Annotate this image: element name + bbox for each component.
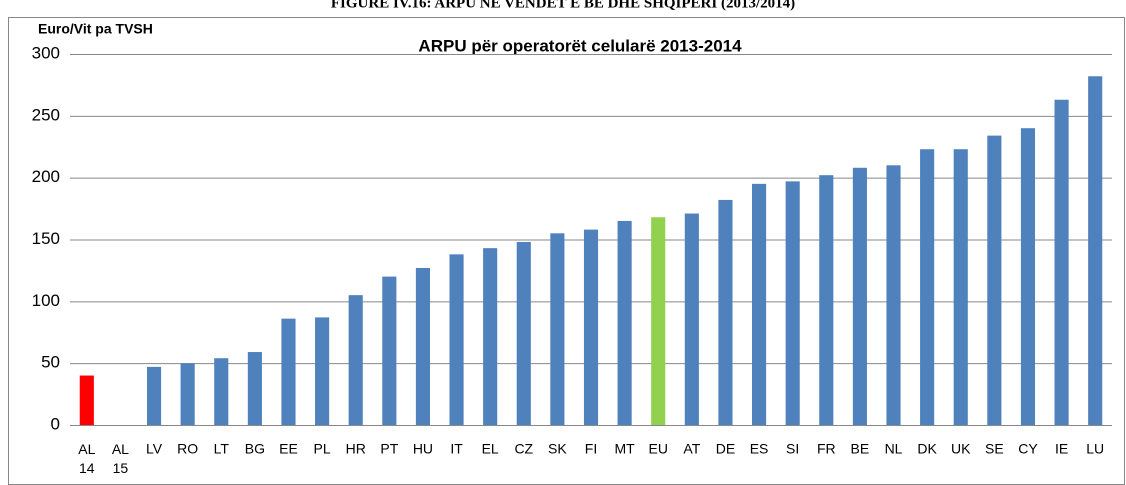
x-tick-label: RO xyxy=(177,441,198,457)
x-tick-label: CY xyxy=(1018,441,1038,457)
x-tick-label: HR xyxy=(346,441,366,457)
x-tick-label: LU xyxy=(1086,441,1104,457)
x-tick-label: DE xyxy=(716,441,735,457)
y-tick-label: 150 xyxy=(32,229,60,248)
figure-title: FIGURE IV.16: ARPU NË VENDET E BE DHE SH… xyxy=(331,0,795,11)
x-tick-label: PT xyxy=(380,441,398,457)
x-tick-label: ES xyxy=(750,441,769,457)
y-tick-label: 250 xyxy=(32,105,60,124)
y-tick-label: 300 xyxy=(32,43,60,62)
bar xyxy=(1088,76,1103,425)
x-tick-label-line: 14 xyxy=(79,460,95,476)
x-tick-label: EU xyxy=(648,441,667,457)
bar xyxy=(180,363,195,425)
bar xyxy=(583,229,599,425)
bar xyxy=(785,181,800,425)
bar xyxy=(449,254,464,425)
bar xyxy=(247,352,262,425)
bar xyxy=(214,358,229,425)
x-tick-label: LT xyxy=(214,441,230,457)
x-tick-label: FI xyxy=(585,441,597,457)
y-tick-label: 100 xyxy=(32,291,60,310)
bar xyxy=(516,241,531,425)
x-tick-label: BG xyxy=(245,441,265,457)
x-tick-label: DK xyxy=(917,441,937,457)
x-tick-label: AL 14 xyxy=(78,441,95,476)
x-tick-label: LV xyxy=(146,441,163,457)
x-tick-label: SK xyxy=(548,441,567,457)
bar xyxy=(550,233,565,425)
bar xyxy=(483,248,498,425)
x-tick-label: AL 15 xyxy=(112,441,129,476)
x-tick-label: FR xyxy=(817,441,836,457)
x-tick-label: CZ xyxy=(514,441,533,457)
bar xyxy=(146,366,162,425)
x-tick-label: EE xyxy=(279,441,298,457)
x-tick-label: AT xyxy=(683,441,700,457)
bar xyxy=(315,317,330,425)
x-tick-label: IE xyxy=(1055,441,1068,457)
bar xyxy=(1020,128,1036,425)
x-tick-label-line: 15 xyxy=(113,460,129,476)
bar xyxy=(819,175,834,425)
x-tick-label: SE xyxy=(985,441,1004,457)
x-tick-label: NL xyxy=(885,441,903,457)
x-tick-label: BE xyxy=(851,441,870,457)
x-tick-label: PL xyxy=(314,441,331,457)
bar xyxy=(953,149,968,425)
y-tick-label: 0 xyxy=(51,414,60,433)
bar xyxy=(617,220,632,425)
y-tick-label: 50 xyxy=(41,353,60,372)
y-axis-label: Euro/Vit pa TVSH xyxy=(38,21,153,37)
bar xyxy=(79,375,94,425)
x-tick-label-line: AL xyxy=(78,441,95,457)
x-tick-label: EL xyxy=(482,441,499,457)
x-tick-label: UK xyxy=(951,441,971,457)
bar xyxy=(920,149,935,425)
bar xyxy=(281,318,296,425)
bar xyxy=(1054,99,1069,426)
bar xyxy=(651,217,666,425)
x-tick-label-line: AL xyxy=(112,441,129,457)
bar xyxy=(752,183,767,425)
bar xyxy=(415,267,430,425)
chart-title: ARPU për operatorët celularë 2013-2014 xyxy=(418,36,742,55)
bar xyxy=(718,199,733,425)
bar xyxy=(852,167,867,426)
x-tick-label: MT xyxy=(615,441,636,457)
bar xyxy=(886,165,901,426)
x-tick-label: HU xyxy=(413,441,433,457)
bar xyxy=(348,295,363,425)
y-tick-label: 200 xyxy=(32,167,60,186)
bar xyxy=(684,213,699,425)
x-tick-label: IT xyxy=(450,441,463,457)
x-tick-label: SI xyxy=(786,441,799,457)
bar xyxy=(382,276,397,425)
bar xyxy=(987,135,1002,425)
